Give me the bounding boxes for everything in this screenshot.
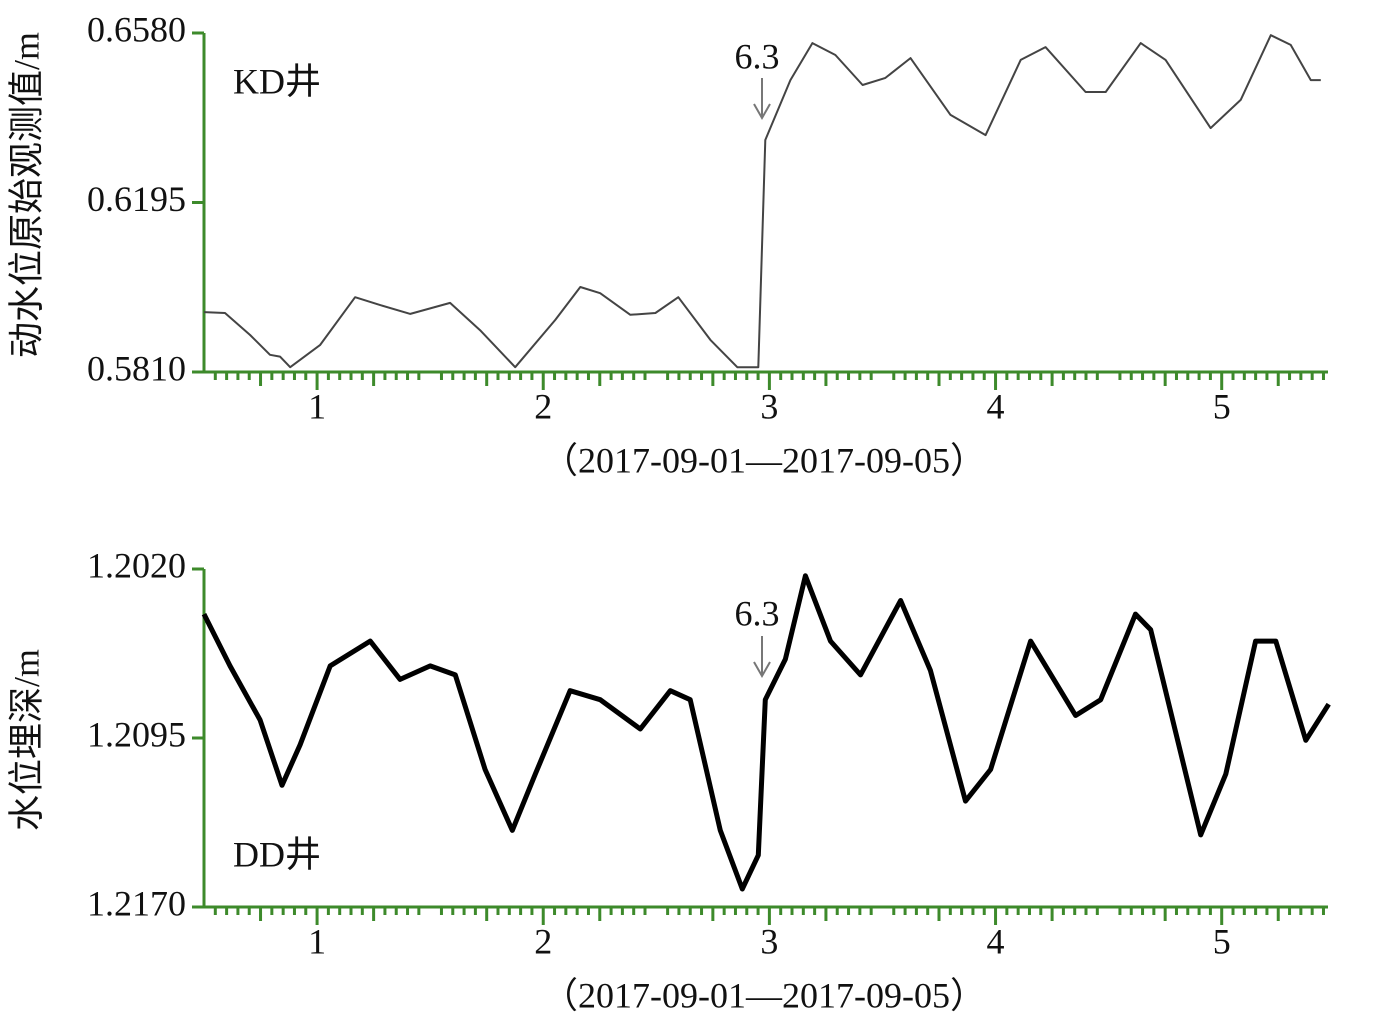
annotation-arrows — [753, 78, 771, 679]
data-line — [203, 34, 1321, 369]
y-tick-label: 0.6580 — [87, 9, 186, 49]
y-axis-label: 动水位原始观测值/m — [6, 32, 46, 358]
x-axis-label: （2017-09-01—2017-09-05） — [542, 440, 986, 480]
x-tick-label: 4 — [987, 386, 1005, 426]
event-label: 6.3 — [735, 593, 780, 633]
x-tick-label: 1 — [308, 921, 326, 961]
well-label: DD井 — [233, 834, 321, 874]
y-tick-label: 0.6195 — [87, 179, 186, 219]
x-tick-label: 3 — [760, 921, 778, 961]
x-tick-label: 5 — [1213, 386, 1231, 426]
x-tick-label: 2 — [534, 921, 552, 961]
x-tick-label: 4 — [987, 921, 1005, 961]
well-label: KD井 — [233, 61, 321, 101]
event-arrow — [753, 78, 771, 121]
event-arrow — [753, 636, 771, 679]
y-axis-label: 水位埋深/m — [6, 649, 46, 831]
y-tick-label: 1.2095 — [87, 714, 186, 754]
x-tick-label: 5 — [1213, 921, 1231, 961]
x-axis-label: （2017-09-01—2017-09-05） — [542, 975, 986, 1015]
y-tick-label: 1.2020 — [87, 545, 186, 585]
x-tick-label: 3 — [760, 386, 778, 426]
x-tick-label: 1 — [308, 386, 326, 426]
y-tick-label: 1.2170 — [87, 883, 186, 923]
x-tick-label: 2 — [534, 386, 552, 426]
y-tick-label: 0.5810 — [87, 348, 186, 388]
data-line — [201, 573, 1331, 892]
event-label: 6.3 — [735, 36, 780, 76]
